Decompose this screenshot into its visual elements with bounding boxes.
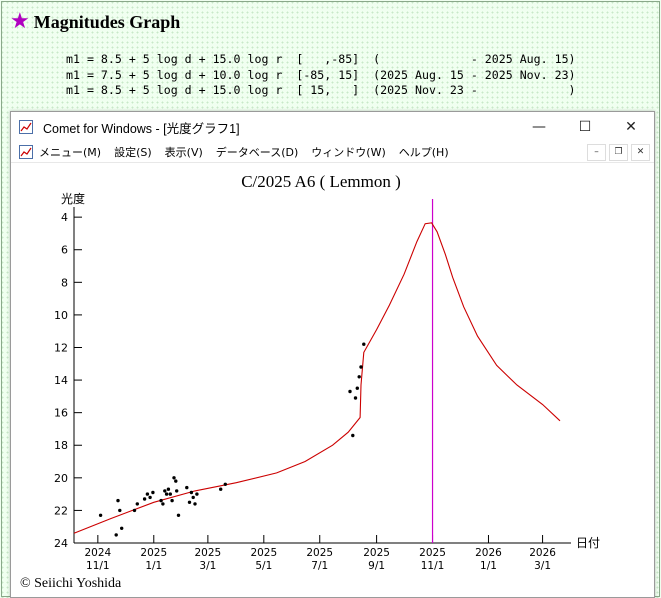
y-tick-label: 6 [61, 244, 68, 257]
y-tick-label: 12 [54, 341, 68, 354]
observation-point [189, 490, 194, 495]
observation-point [362, 342, 366, 346]
observation-point [166, 487, 171, 491]
observation-point [132, 508, 137, 513]
observation-point [164, 492, 169, 496]
observation-point [118, 508, 122, 513]
magnitude-formulas: m1 = 8.5 + 5 log d + 15.0 log r [ ,-85] … [66, 52, 576, 99]
x-tick-label-year: 2026 [475, 547, 502, 559]
observation-point [159, 498, 163, 503]
child-close-button[interactable]: ✕ [631, 143, 650, 161]
observation-point [348, 389, 352, 394]
observation-point [120, 526, 124, 530]
observation-point [219, 487, 223, 491]
observation-point [357, 375, 361, 379]
observation-point [191, 495, 195, 500]
x-tick-label-date: 3/1 [199, 560, 216, 572]
page-title: Magnitudes Graph [33, 11, 181, 32]
menu-help[interactable]: ヘルプ(H) [398, 146, 449, 159]
observation-point [163, 489, 167, 493]
x-tick-label-year: 2025 [250, 547, 277, 559]
minimize-button[interactable]: — [532, 119, 546, 135]
observation-point [187, 500, 192, 504]
page-header: ★ Magnitudes Graph [10, 9, 180, 35]
observation-point [185, 485, 189, 490]
document-icon[interactable] [19, 145, 33, 159]
child-minimize-button[interactable]: – [587, 143, 606, 161]
chart-title: C/2025 A6 ( Lemmon ) [241, 172, 401, 191]
y-tick-label: 24 [54, 537, 68, 550]
formula-line: m1 = 7.5 + 5 log d + 10.0 log r [-85, 15… [66, 67, 576, 82]
menu-window[interactable]: ウィンドウ(W) [311, 146, 386, 159]
app-window: Comet for Windows - [光度グラフ1] — ☐ ✕ メニュー(… [10, 111, 655, 598]
x-tick-label-date: 1/1 [145, 560, 162, 572]
magnitude-chart: C/2025 A6 ( Lemmon ) 光度 日付 © Seiichi Yos… [20, 172, 600, 591]
child-restore-button[interactable]: ❐ [609, 143, 628, 161]
predicted-curve [73, 222, 561, 534]
y-tick-label: 16 [54, 407, 68, 420]
observation-point [145, 492, 150, 496]
observation-point [142, 497, 147, 501]
formula-line: m1 = 8.5 + 5 log d + 15.0 log r [ ,-85] … [66, 52, 576, 66]
window-title: Comet for Windows - [光度グラフ1] [43, 121, 240, 136]
x-tick-label-date: 3/1 [534, 560, 551, 572]
observation-point [174, 479, 178, 483]
app-icon [19, 120, 33, 134]
observation-point [114, 533, 118, 537]
x-tick-label-year: 2025 [363, 547, 390, 559]
x-tick-label-year: 2025 [306, 547, 333, 559]
y-tick-label: 4 [61, 211, 68, 224]
observation-point [170, 498, 174, 503]
y-tick-label: 22 [54, 504, 68, 517]
observation-point [151, 490, 155, 495]
x-tick-label-year: 2025 [419, 547, 446, 559]
y-tick-label: 18 [54, 439, 68, 452]
y-tick-label: 20 [54, 472, 68, 485]
x-tick-label-date: 9/1 [368, 560, 385, 572]
window-titlebar[interactable]: Comet for Windows - [光度グラフ1] — ☐ ✕ [11, 112, 654, 142]
observation-point [168, 492, 172, 496]
observation-point [193, 502, 197, 506]
observation-point [223, 482, 227, 486]
y-tick-label: 8 [61, 276, 68, 289]
formula-line: m1 = 8.5 + 5 log d + 15.0 log r [ 15, ] … [66, 83, 576, 98]
x-tick-label-year: 2024 [84, 547, 111, 559]
observation-point [353, 396, 358, 400]
observation-point [161, 502, 165, 506]
observation-point [359, 365, 363, 369]
maximize-button[interactable]: ☐ [578, 119, 592, 135]
x-tick-label-date: 11/1 [421, 560, 445, 572]
star-icon: ★ [10, 9, 30, 34]
x-tick-label-date: 5/1 [255, 560, 272, 572]
observation-point [355, 386, 359, 390]
copyright-text: © Seiichi Yoshida [20, 576, 122, 591]
observation-point [172, 476, 176, 480]
x-tick-label-date: 1/1 [480, 560, 497, 572]
observation-point [98, 513, 103, 517]
y-tick-label: 14 [54, 374, 68, 387]
menu-view[interactable]: 表示(V) [164, 146, 203, 159]
close-button[interactable]: ✕ [625, 119, 637, 135]
x-tick-label-year: 2025 [195, 547, 222, 559]
x-tick-label-date: 7/1 [311, 560, 328, 572]
observation-point [175, 489, 179, 493]
menu-settings[interactable]: 設定(S) [114, 146, 152, 159]
child-window-controls: – ❐ ✕ [584, 143, 650, 161]
observation-point [116, 498, 120, 503]
y-tick-label: 10 [54, 309, 68, 322]
y-axis-label: 光度 [61, 191, 85, 206]
observation-point [176, 513, 181, 517]
menu-bar: メニュー(M) 設定(S) 表示(V) データベース(D) ウィンドウ(W) ヘ… [11, 142, 654, 163]
observation-point [351, 433, 355, 438]
x-tick-label-date: 11/1 [86, 560, 110, 572]
x-tick-label-year: 2026 [529, 547, 556, 559]
observation-point [195, 492, 199, 496]
menu-menu[interactable]: メニュー(M) [39, 146, 102, 159]
x-axis-label: 日付 [576, 536, 600, 550]
observation-point [148, 495, 152, 500]
x-tick-label-year: 2025 [140, 547, 167, 559]
observation-point [135, 502, 139, 506]
menu-database[interactable]: データベース(D) [215, 146, 299, 159]
